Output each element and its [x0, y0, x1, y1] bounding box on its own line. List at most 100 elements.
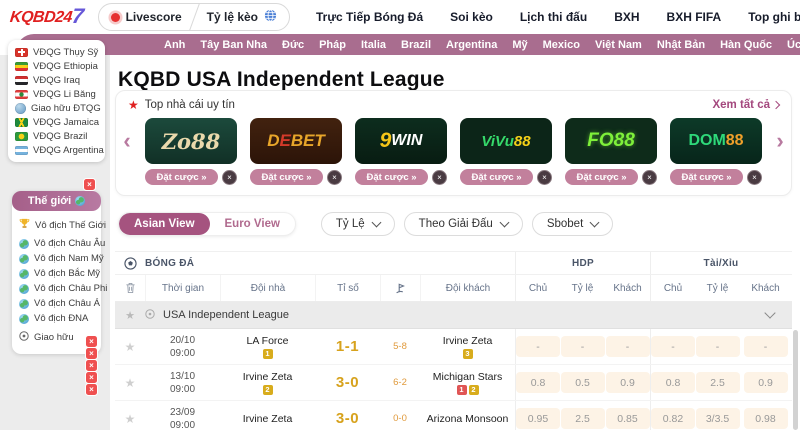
filter-bar: Asian View Euro View Tỷ Lệ Theo Giải Đấu… — [118, 212, 614, 236]
country-mexico[interactable]: Mexico — [542, 38, 580, 51]
carousel-prev-icon[interactable]: ‹ — [123, 128, 131, 153]
close-icon[interactable]: × — [222, 169, 237, 185]
tab-asian-view[interactable]: Asian View — [119, 213, 210, 235]
odds-cell: 0.9 — [605, 365, 650, 400]
sidebar-item-vo-dich-chau-phi[interactable]: Vô địch Châu Phi — [12, 281, 107, 296]
league-section-row[interactable]: ★ USA Independent League — [115, 302, 792, 329]
promo-zo88: Zo88 Đặt cược » × — [145, 118, 237, 185]
trash-icon[interactable] — [115, 275, 145, 301]
bookmaker-logo-zo88[interactable]: Zo88 — [145, 118, 237, 164]
chevron-down-icon[interactable] — [764, 307, 776, 319]
sidebar-item-vo-dich-the-gioi[interactable]: Vô địch Thế Giới — [12, 214, 106, 236]
sidebar-item-vo-dich-bac-my[interactable]: Vô địch Bắc Mỹ — [12, 266, 101, 281]
scrollbar-thumb[interactable] — [793, 330, 798, 430]
logo-text: KQBD — [9, 8, 57, 26]
nav-soi-keo[interactable]: Soi kèo — [450, 10, 493, 24]
bookmaker-logo-dom88[interactable]: DOM 88 — [670, 118, 762, 164]
country-nhat-ban[interactable]: Nhật Bản — [656, 38, 706, 51]
close-icon[interactable]: × — [86, 372, 97, 383]
close-icon[interactable]: × — [86, 360, 97, 371]
country-italia[interactable]: Italia — [360, 38, 387, 51]
bookmaker-logo-vivu88[interactable]: ViVu 88 — [460, 118, 552, 164]
bet-button[interactable]: Đặt cược » — [670, 169, 743, 185]
sidebar-item-vo-dich-nam-my[interactable]: Vô địch Nam Mỹ — [12, 251, 104, 266]
yellow-card-badge: 2 — [262, 384, 273, 395]
favorite-star-icon[interactable]: ★ — [124, 339, 136, 354]
sidebar-item-jamaica[interactable]: VĐQG Jamaica — [8, 115, 105, 129]
sidebar-item-li-bang[interactable]: VĐQG Li Băng — [8, 87, 105, 101]
country-duc[interactable]: Đức — [282, 38, 305, 51]
sidebar-item-vo-dich-chau-a[interactable]: Vô địch Châu Á — [12, 296, 101, 311]
sidebar-item-vo-dich-dna[interactable]: Vô địch ĐNA — [12, 311, 101, 326]
country-brazil[interactable]: Brazil — [401, 38, 432, 51]
flag-argentina-icon — [15, 145, 28, 155]
sidebar-item-brazil[interactable]: VĐQG Brazil — [8, 129, 105, 143]
close-icon[interactable]: × — [84, 179, 95, 190]
chevron-down-icon — [499, 217, 510, 228]
promo-vivu88: ViVu 88 Đặt cược » × — [460, 118, 552, 185]
chevron-right-icon — [771, 100, 781, 110]
match-score: 3-0 — [335, 374, 360, 391]
bet-button[interactable]: Đặt cược » — [355, 169, 428, 185]
match-row[interactable]: ★ 13/10 09:00 Irvine Zeta 2 3-0 6-2 Michig… — [115, 365, 792, 401]
close-icon[interactable]: × — [86, 384, 97, 395]
carousel-next-icon[interactable]: › — [776, 128, 784, 153]
sidebar-item-thuy-sy[interactable]: VĐQG Thụy Sỹ — [8, 45, 105, 59]
tab-euro-view[interactable]: Euro View — [224, 218, 280, 230]
nav-bxh[interactable]: BXH — [614, 10, 640, 24]
bookmaker-logo-fo88[interactable]: F O88 — [565, 118, 657, 164]
star-icon: ★ — [128, 98, 139, 112]
bet-button[interactable]: Đặt cược » — [250, 169, 323, 185]
country-uc[interactable]: Úc — [787, 38, 800, 51]
bookmaker-logo-9win[interactable]: 9 WIN — [355, 118, 447, 164]
sidebar-item-vo-dich-chau-au[interactable]: Vô địch Châu Âu — [12, 236, 105, 251]
match-row[interactable]: ★ 23/09 09:00 Irvine Zeta 3-0 0-0 Arizona… — [115, 401, 792, 430]
country-viet-nam[interactable]: Việt Nam — [594, 38, 642, 51]
close-icon[interactable]: × — [86, 348, 97, 359]
country-argentina[interactable]: Argentina — [446, 38, 498, 51]
favorite-star-icon[interactable]: ★ — [124, 375, 136, 390]
livescore-button[interactable]: Livescore — [99, 4, 194, 30]
close-icon[interactable]: × — [432, 169, 447, 185]
odds-cell: 0.8 — [650, 365, 695, 400]
sidebar-item-ethiopia[interactable]: VĐQG Ethiopia — [8, 59, 105, 73]
favorite-star-icon[interactable]: ★ — [124, 411, 136, 426]
bet-button[interactable]: Đặt cược » — [145, 169, 218, 185]
dropdown-sbobet[interactable]: Sbobet — [531, 212, 614, 236]
close-icon[interactable]: × — [642, 169, 657, 185]
odds-button[interactable]: Tỷ lệ kèo — [195, 4, 289, 30]
promo-debet: D E BET Đặt cược » × — [250, 118, 342, 185]
close-icon[interactable]: × — [327, 169, 342, 185]
match-row[interactable]: ★ 20/10 09:00 LA Force 1 1-1 5-8 Irvine Ze… — [115, 329, 792, 365]
sidebar-item-iraq[interactable]: VĐQG Iraq — [8, 73, 105, 87]
favorite-star-icon[interactable]: ★ — [125, 309, 135, 322]
nav-truc-tiep[interactable]: Trực Tiếp Bóng Đá — [316, 10, 424, 24]
bookmaker-logo-debet[interactable]: D E BET — [250, 118, 342, 164]
dropdown-ty-le[interactable]: Tỷ Lệ — [320, 212, 395, 236]
country-anh[interactable]: Anh — [164, 38, 186, 51]
country-phap[interactable]: Pháp — [319, 38, 346, 51]
table-column-header: Thời gian Đội nhà Tỉ số Đội khách Chủ Tỷ… — [115, 275, 792, 302]
nav-lich-thi-dau[interactable]: Lịch thi đấu — [519, 10, 588, 24]
country-tay-ban-nha[interactable]: Tây Ban Nha — [200, 38, 268, 51]
bookmaker-banner: ★ Top nhà cái uy tín Xem tất cả ‹ Zo88 Đ… — [115, 90, 792, 196]
sidebar-item-argentina[interactable]: VĐQG Argentina — [8, 143, 105, 157]
results-table: BÓNG ĐÁ HDP Tài/Xỉu Thời gian Đội nhà Tỉ… — [115, 251, 792, 430]
corner-flag-icon — [380, 275, 420, 301]
close-icon[interactable]: × — [747, 169, 762, 185]
nav-bxh-fifa[interactable]: BXH FIFA — [666, 10, 722, 24]
site-logo[interactable]: KQBD 24 7 — [9, 4, 85, 28]
main-nav: Trực Tiếp Bóng Đá Soi kèo Lịch thi đấu B… — [316, 10, 800, 24]
close-icon[interactable]: × — [537, 169, 552, 185]
bet-button[interactable]: Đặt cược » — [565, 169, 638, 185]
bet-button[interactable]: Đặt cược » — [460, 169, 533, 185]
country-han-quoc[interactable]: Hàn Quốc — [720, 38, 773, 51]
close-icon[interactable]: × — [86, 336, 97, 347]
dropdown-theo-giai-dau[interactable]: Theo Giải Đấu — [403, 212, 523, 236]
country-my[interactable]: Mỹ — [512, 38, 528, 51]
view-all-link[interactable]: Xem tất cả — [712, 99, 781, 111]
nav-top-ghi-ban[interactable]: Top ghi bàn — [748, 10, 800, 24]
sidebar-item-giao-huu-dtqg[interactable]: Giao hữu ĐTQG — [8, 101, 105, 115]
sidebar-item-giao-huu[interactable]: Giao hữu — [12, 326, 101, 348]
table-group-header: BÓNG ĐÁ HDP Tài/Xỉu — [115, 252, 792, 275]
